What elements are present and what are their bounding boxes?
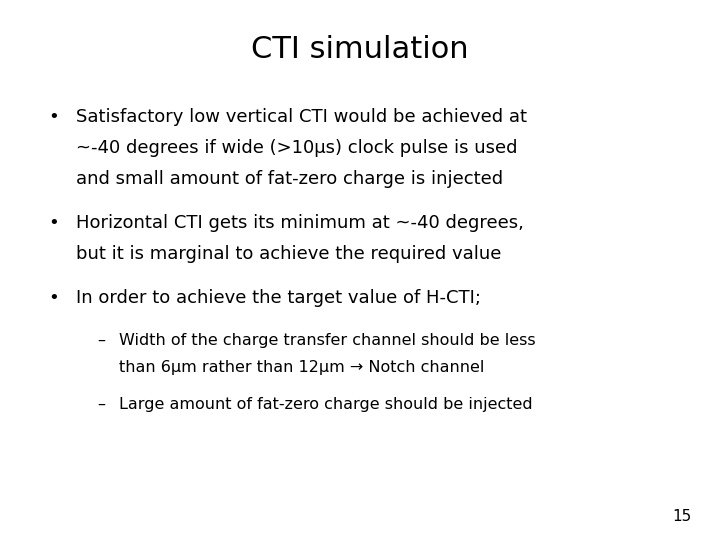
Text: Satisfactory low vertical CTI would be achieved at: Satisfactory low vertical CTI would be a… xyxy=(76,108,526,126)
Text: Large amount of fat-zero charge should be injected: Large amount of fat-zero charge should b… xyxy=(119,397,532,412)
Text: •: • xyxy=(49,289,59,307)
Text: Horizontal CTI gets its minimum at ~-40 degrees,: Horizontal CTI gets its minimum at ~-40 … xyxy=(76,214,523,232)
Text: •: • xyxy=(49,108,59,126)
Text: In order to achieve the target value of H-CTI;: In order to achieve the target value of … xyxy=(76,289,481,307)
Text: than 6μm rather than 12μm → Notch channel: than 6μm rather than 12μm → Notch channe… xyxy=(119,360,484,375)
Text: –: – xyxy=(97,397,105,412)
Text: –: – xyxy=(97,333,105,348)
Text: and small amount of fat-zero charge is injected: and small amount of fat-zero charge is i… xyxy=(76,170,503,187)
Text: 15: 15 xyxy=(672,509,691,524)
Text: CTI simulation: CTI simulation xyxy=(251,35,469,64)
Text: but it is marginal to achieve the required value: but it is marginal to achieve the requir… xyxy=(76,245,501,262)
Text: ~-40 degrees if wide (>10μs) clock pulse is used: ~-40 degrees if wide (>10μs) clock pulse… xyxy=(76,139,517,157)
Text: •: • xyxy=(49,214,59,232)
Text: Width of the charge transfer channel should be less: Width of the charge transfer channel sho… xyxy=(119,333,536,348)
